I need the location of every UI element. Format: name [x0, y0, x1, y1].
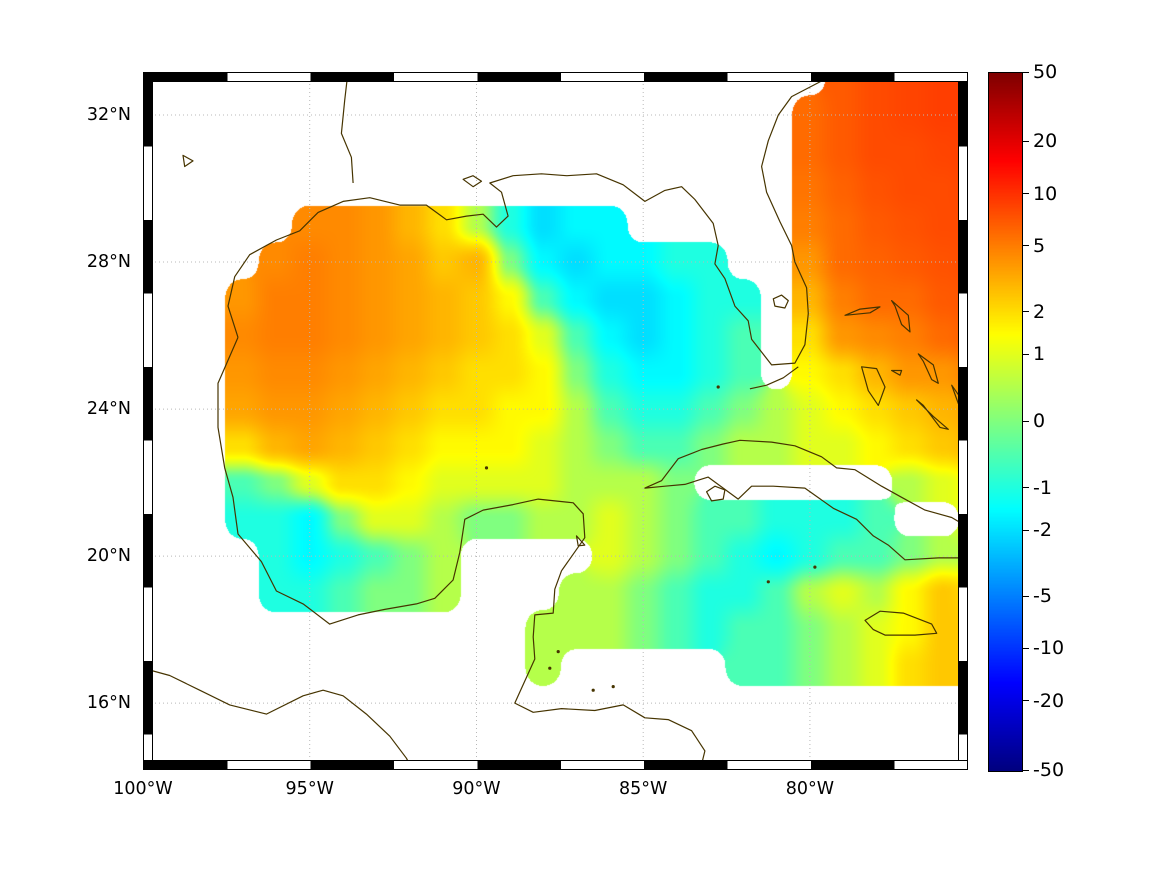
pacific-coast-coastline	[143, 667, 414, 770]
islet-mark	[813, 565, 817, 569]
colorbar-tick-label: -10	[1033, 637, 1065, 660]
map-plot	[143, 72, 968, 770]
colorbar-tick-mark	[1023, 193, 1029, 195]
cozumel-coastline	[575, 535, 586, 547]
lat-tick-label: 16°N	[86, 693, 131, 714]
colorbar-tick-mark	[1023, 311, 1029, 313]
frame-left	[143, 72, 153, 770]
lon-tick-label: 100°W	[113, 779, 173, 799]
heatmap-canvas	[143, 72, 968, 770]
colorbar-tick-mark	[1023, 700, 1029, 702]
lat-tick-label: 32°N	[86, 105, 131, 125]
lon-tick-label: 80°W	[785, 779, 835, 799]
new-providence-coastline	[890, 369, 903, 376]
colorbar-canvas	[989, 73, 1022, 771]
colorbar-tick-mark	[1023, 769, 1029, 771]
grand-bahama-coastline	[844, 306, 881, 316]
colorbar-tick-mark	[1023, 487, 1029, 489]
islet-mark	[611, 685, 615, 689]
lon-tick-label: 90°W	[452, 779, 501, 799]
florida-keys-coastline	[749, 366, 799, 390]
colorbar-tick-label: 2	[1033, 300, 1046, 323]
colorbar-tick-mark	[1023, 595, 1029, 597]
isla-de-la-juventud-coastline	[705, 485, 726, 502]
colorbar-tick-mark	[1023, 140, 1029, 142]
islet-mark	[484, 466, 489, 470]
colorbar-tick-label: -2	[1033, 519, 1052, 542]
sabine-river-coastline	[340, 72, 354, 184]
colorbar-tick-label: -1	[1033, 476, 1052, 499]
lat-tick-label: 24°N	[86, 399, 131, 420]
lake-okeechobee-coastline	[772, 294, 789, 309]
frame-bottom	[143, 760, 968, 770]
colorbar-tick-mark	[1023, 529, 1029, 531]
colorbar-tick-label: 5	[1033, 234, 1046, 257]
colorbar-tick-mark	[1023, 71, 1029, 73]
colorbar-tick-label: 1	[1033, 343, 1046, 366]
frame-right	[958, 72, 968, 770]
exuma-chain-coastline	[915, 399, 949, 430]
colorbar-tick-mark	[1023, 353, 1029, 355]
eleuthera-coastline	[917, 353, 939, 384]
colorbar-tick-label: 20	[1033, 130, 1058, 153]
islet-mark	[716, 385, 720, 389]
islet-mark	[591, 688, 595, 692]
colorbar-tick-mark	[1023, 647, 1029, 649]
colorbar	[988, 72, 1023, 772]
colorbar-tick-mark	[1023, 420, 1029, 422]
lake-pontchartrain-coastline	[462, 175, 483, 188]
frame-top	[143, 72, 968, 82]
colorbar-tick-label: 50	[1033, 61, 1058, 83]
us-gulf-atlantic-coast-coastline	[227, 72, 838, 366]
mexico-central-america-coast-coastline	[217, 337, 706, 770]
andros-coastline	[860, 366, 886, 406]
islet-mark	[766, 580, 770, 584]
lon-tick-label: 95°W	[285, 779, 334, 799]
lat-tick-label: 28°N	[86, 252, 131, 273]
lon-tick-label: 85°W	[619, 779, 668, 799]
islet-mark	[556, 650, 560, 654]
colorbar-tick-mark	[1023, 245, 1029, 247]
texas-lake-coastline	[182, 154, 194, 168]
colorbar-tick-label: -20	[1033, 689, 1065, 712]
colorbar-tick-label: -50	[1033, 759, 1065, 781]
colorbar-tick-label: -5	[1033, 585, 1052, 608]
colorbar-tick-label: 0	[1033, 410, 1046, 432]
abaco-coastline	[890, 300, 911, 333]
islet-mark	[548, 666, 552, 670]
cuba-coastline	[644, 439, 968, 561]
colorbar-tick-label: 10	[1033, 182, 1058, 205]
jamaica-coastline	[864, 610, 938, 636]
map-overlay	[143, 72, 968, 770]
lat-tick-label: 20°N	[86, 546, 131, 567]
